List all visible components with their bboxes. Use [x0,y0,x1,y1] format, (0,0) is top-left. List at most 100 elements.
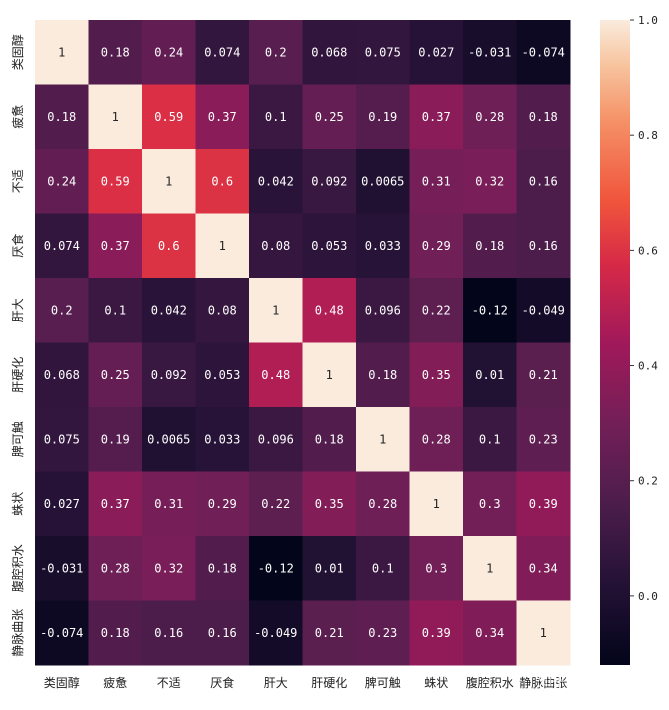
heatmap-cell [356,84,410,150]
heatmap-cell [302,213,357,279]
cell-value-label: -0.049 [522,303,565,317]
cell-value-label: 0.23 [368,626,397,640]
cell-value-label: 0.28 [368,497,397,511]
cell-value-label: 0.24 [154,45,183,59]
cell-value-label: 0.042 [258,174,294,188]
heatmap-cell [249,471,303,537]
colorbar-tick-label: 0.0 [638,590,658,603]
cell-value-label: 0.6 [211,174,233,188]
heatmap-cell [463,84,517,150]
cell-value-label: 0.59 [154,110,183,124]
heatmap-cell [195,213,250,279]
heatmap-cell [249,536,303,601]
x-tick-label: 疲惫 [103,675,127,690]
cell-value-label: 0.21 [529,368,558,382]
cell-value-label: 0.08 [261,239,290,253]
cell-value-label: 0.24 [47,174,76,188]
colorbar-tick-label: 0.2 [638,475,658,488]
heatmap-cell [463,407,517,472]
heatmap-cell [356,471,410,537]
cell-value-label: 0.31 [154,497,183,511]
cell-value-label: 0.25 [315,110,344,124]
cell-value-label: 0.37 [208,110,237,124]
heatmap-cell [35,20,89,85]
heatmap-cell [409,471,464,537]
cell-value-label: -0.074 [522,45,565,59]
heatmap-cell [516,278,571,343]
cell-value-label: 1 [58,45,65,59]
heatmap-cell [35,278,89,343]
heatmap-cell [35,213,89,279]
cell-value-label: 0.068 [311,45,347,59]
heatmap-cell [302,84,357,150]
y-tick-label: 类固醇 [10,34,25,70]
cell-value-label: -0.031 [40,561,83,575]
cell-value-label: 1 [112,110,119,124]
cell-value-label: 0.18 [47,110,76,124]
heatmap-cell [302,278,357,343]
cell-value-label: 0.18 [529,110,558,124]
cell-value-label: 1 [379,432,386,446]
x-tick-label: 静脉曲张 [519,675,567,690]
heatmap-cell [302,600,357,666]
heatmap-cell [195,600,250,666]
cell-value-label: 0.34 [529,561,558,575]
heatmap-cell [35,471,89,537]
cell-value-label: 0.068 [44,368,80,382]
heatmap-cell [142,20,196,85]
heatmap-cell-labels: 1 0.18 0.24 0.074 0.2 0.068 0.075 0.027 -0.031 -0… [40,45,565,640]
heatmap-cell [35,84,89,150]
heatmap-cell [88,600,143,666]
heatmap-cell [356,149,410,214]
heatmap-cell [463,149,517,214]
y-tick-label: 脾可触 [10,421,25,457]
cell-value-label: 0.22 [261,497,290,511]
cell-value-label: 0.075 [365,45,401,59]
heatmap-cell [142,536,196,601]
x-tick-label: 腹腔积水 [466,675,514,690]
heatmap-cell [463,278,517,343]
colorbar-tick-label: 0.4 [638,360,658,373]
cell-value-label: 0.23 [529,432,558,446]
heatmap-cell [356,20,410,85]
cell-value-label: 0.2 [265,45,287,59]
cell-value-label: 0.21 [315,626,344,640]
cell-value-label: 1 [486,561,493,575]
heatmap-cell [409,84,464,150]
heatmap-cell [142,342,196,408]
cell-value-label: -0.031 [468,45,511,59]
heatmap-cell [88,407,143,472]
heatmap-cell [302,20,357,85]
cell-value-label: 0.18 [315,432,344,446]
cell-value-label: 0.37 [101,497,130,511]
heatmap-cell [195,536,250,601]
x-tick-label: 肝硬化 [311,676,347,690]
heatmap-cell [142,407,196,472]
cell-value-label: 0.37 [422,110,451,124]
heatmap-cell [409,20,464,85]
cell-value-label: 0.096 [365,303,401,317]
heatmap-cell [142,278,196,343]
heatmap-cell [249,278,303,343]
cell-value-label: 0.16 [154,626,183,640]
cell-value-label: 0.29 [422,239,451,253]
x-tick-label: 厌食 [210,675,234,690]
cell-value-label: 1 [540,626,547,640]
cell-value-label: 0.39 [529,497,558,511]
y-tick-label: 腹腔积水 [10,544,25,592]
heatmap-cell [516,471,571,537]
heatmap-cell [409,149,464,214]
heatmap-cell [88,536,143,601]
heatmap-cell [142,471,196,537]
cell-value-label: 0.033 [365,239,401,253]
cell-value-label: 0.092 [311,174,347,188]
cell-value-label: 0.6 [158,239,180,253]
cell-value-label: 0.59 [101,174,130,188]
cell-value-label: 0.3 [425,561,447,575]
cell-value-label: 1 [165,174,172,188]
cell-value-label: 0.28 [475,110,504,124]
heatmap-cell [249,20,303,85]
cell-value-label: 0.1 [372,561,394,575]
cell-value-label: 0.092 [151,368,187,382]
